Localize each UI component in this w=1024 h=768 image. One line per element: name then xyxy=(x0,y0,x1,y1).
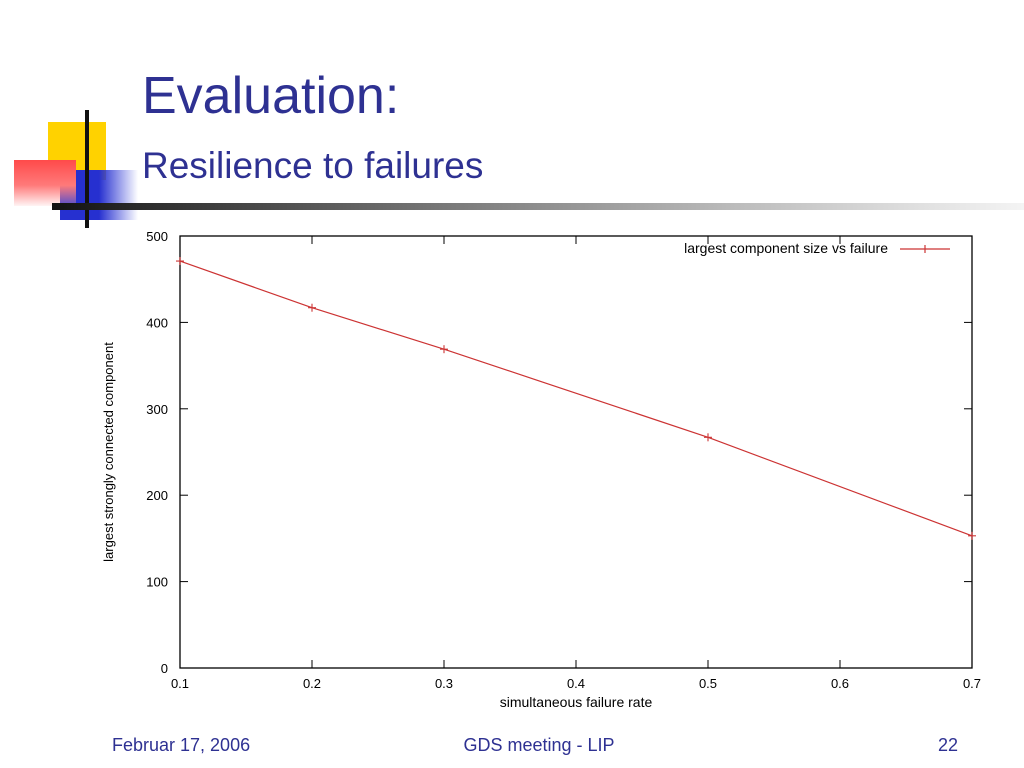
x-tick-label: 0.1 xyxy=(171,676,189,691)
x-tick-label: 0.2 xyxy=(303,676,321,691)
y-tick-label: 0 xyxy=(161,661,168,676)
y-tick-label: 500 xyxy=(146,229,168,244)
x-tick-label: 0.7 xyxy=(963,676,981,691)
series-group xyxy=(176,257,976,540)
footer-center: GDS meeting - LIP xyxy=(463,735,615,755)
x-tick-label: 0.6 xyxy=(831,676,849,691)
data-point xyxy=(308,303,316,312)
y-tick-label: 200 xyxy=(146,488,168,503)
deco-vertical-line xyxy=(85,110,89,228)
data-point xyxy=(440,345,448,354)
series-line xyxy=(179,260,973,537)
y-tick-label: 400 xyxy=(146,315,168,330)
data-point xyxy=(704,433,712,442)
y-tick-label: 100 xyxy=(146,575,168,590)
y-axis-label: largest strongly connected component xyxy=(101,342,116,562)
footer-date: Februar 17, 2006 xyxy=(112,735,251,755)
footer-page-number: 22 xyxy=(938,735,959,755)
x-tick-label: 0.4 xyxy=(567,676,585,691)
data-point xyxy=(968,531,976,540)
legend-label: largest component size vs failure xyxy=(684,240,888,256)
x-tick-label: 0.3 xyxy=(435,676,453,691)
x-axis-label: simultaneous failure rate xyxy=(500,694,653,710)
plot-frame xyxy=(179,235,973,669)
deco-red-square xyxy=(14,160,76,206)
y-axis: 0 100 200 300 400 500 xyxy=(146,229,972,676)
deco-title-rule xyxy=(52,203,1024,210)
y-tick-label: 300 xyxy=(146,402,168,417)
x-tick-label: 0.5 xyxy=(699,676,717,691)
slide-subtitle: Resilience to failures xyxy=(142,145,484,186)
data-point xyxy=(176,257,184,266)
x-axis: 0.1 0.2 0.3 0.4 0.5 0.6 0.7 xyxy=(171,236,981,691)
legend: largest component size vs failure xyxy=(684,240,950,256)
slide-title: Evaluation: xyxy=(142,67,400,125)
